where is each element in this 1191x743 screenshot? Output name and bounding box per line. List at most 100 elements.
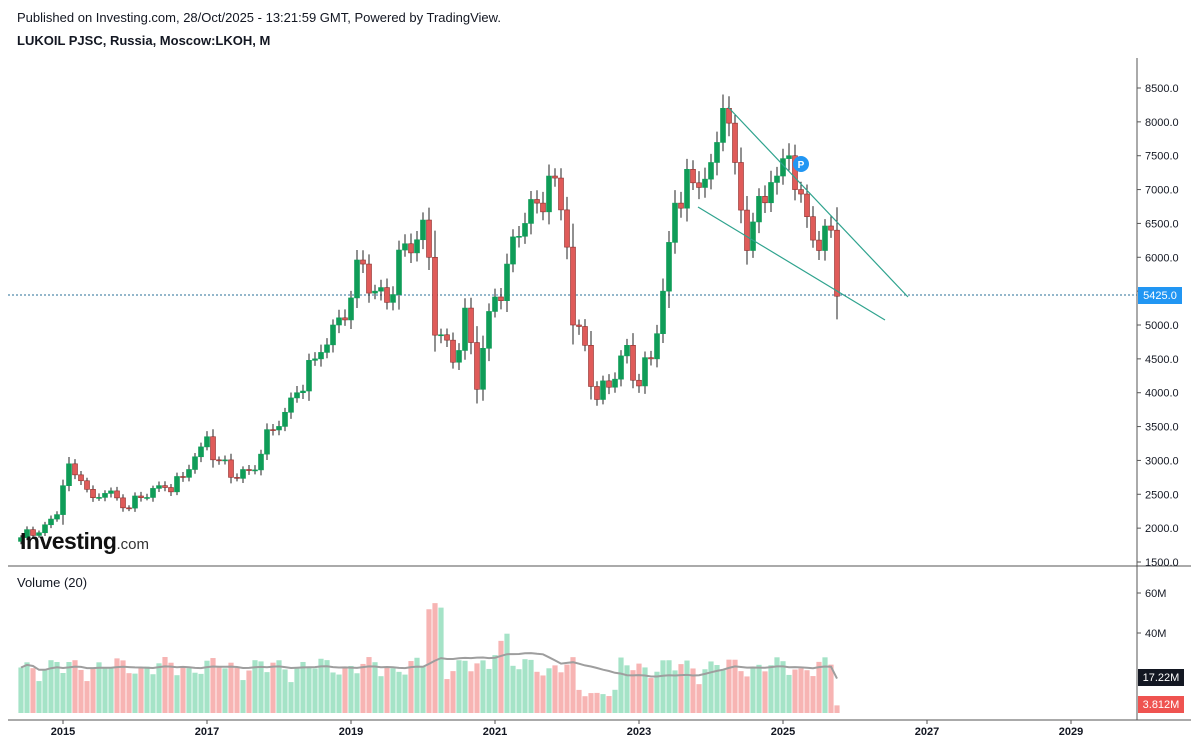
- volume-bar-down: [558, 672, 564, 713]
- candle-down: [744, 209, 750, 251]
- volume-bar-down: [444, 679, 450, 713]
- candle-up: [336, 317, 342, 326]
- volume-bar-up: [198, 673, 204, 713]
- upper-trendline[interactable]: [727, 106, 909, 298]
- volume-bar-down: [726, 659, 732, 713]
- candle-up: [348, 297, 354, 321]
- volume-bar-down: [834, 705, 840, 713]
- volume-bar-up: [672, 670, 678, 713]
- candle-up: [714, 142, 720, 163]
- candle-up: [750, 221, 756, 251]
- price-marker[interactable]: P: [793, 156, 809, 172]
- lower-trendline[interactable]: [697, 206, 886, 321]
- candle-down: [576, 324, 582, 327]
- volume-bar-down: [606, 696, 612, 713]
- candle-down: [210, 436, 216, 461]
- candle-up: [438, 334, 444, 337]
- candle-up: [96, 497, 102, 499]
- volume-bar-up: [144, 666, 150, 713]
- price-tick-label: 2500.0: [1145, 489, 1179, 501]
- volume-bar-up: [780, 661, 786, 713]
- volume-bar-down: [78, 669, 84, 713]
- candle-down: [732, 122, 738, 163]
- candle-down: [342, 317, 348, 321]
- candle-down: [540, 202, 546, 213]
- volume-bar-up: [204, 660, 210, 713]
- volume-bar-down: [732, 659, 738, 713]
- time-tick-label: 2027: [915, 726, 939, 738]
- volume-bar-up: [192, 672, 198, 713]
- volume-bar-down: [816, 661, 822, 713]
- volume-bar-down: [498, 640, 504, 713]
- price-tick-label: 8500.0: [1145, 83, 1179, 95]
- volume-bar-down: [828, 664, 834, 713]
- volume-bar-up: [462, 660, 468, 713]
- volume-ma-badge: 17.22M: [1138, 669, 1184, 686]
- time-tick-label: 2029: [1059, 726, 1083, 738]
- candle-up: [48, 518, 54, 526]
- last-volume-badge-bg: [1138, 696, 1184, 713]
- candle-down: [804, 193, 810, 217]
- candle-down: [180, 476, 186, 478]
- volume-bar-up: [222, 668, 228, 713]
- volume-bar-down: [810, 676, 816, 713]
- volume-bar-up: [750, 668, 756, 713]
- candle-up: [402, 243, 408, 251]
- candle-down: [384, 287, 390, 303]
- volume-bar-up: [522, 659, 528, 713]
- volume-bar-up: [486, 668, 492, 713]
- volume-bar-down: [534, 671, 540, 713]
- volume-bar-up: [414, 657, 420, 713]
- candle-up: [318, 352, 324, 360]
- volume-bar-down: [90, 668, 96, 713]
- candle-up: [786, 155, 792, 159]
- volume-bar-up: [186, 668, 192, 713]
- candle-up: [264, 429, 270, 455]
- candle-up: [504, 263, 510, 301]
- volume-bar-up: [294, 668, 300, 713]
- candle-up: [720, 108, 726, 143]
- volume-bar-up: [702, 669, 708, 713]
- candle-down: [450, 339, 456, 363]
- candle-down: [444, 334, 450, 341]
- volume-bar-up: [108, 667, 114, 713]
- volume-bar-down: [408, 661, 414, 713]
- candle-down: [534, 199, 540, 204]
- volume-bar-down: [762, 671, 768, 713]
- candle-up: [462, 307, 468, 351]
- volume-bar-down: [738, 671, 744, 713]
- candle-up: [756, 196, 762, 223]
- logo-suffix: .com: [116, 536, 149, 553]
- volume-bar-up: [666, 660, 672, 713]
- investing-logo: Investing.com: [20, 528, 149, 555]
- candle-up: [396, 249, 402, 295]
- volume-bar-down: [588, 693, 594, 713]
- candle-up: [42, 524, 48, 534]
- volume-bar-up: [18, 667, 24, 713]
- volume-bar-up: [318, 658, 324, 713]
- candle-up: [420, 219, 426, 241]
- price-tick-label: 6500.0: [1145, 218, 1179, 230]
- candle-up: [456, 350, 462, 363]
- volume-bar-up: [720, 670, 726, 713]
- time-tick-label: 2023: [627, 726, 651, 738]
- time-tick-label: 2017: [195, 726, 219, 738]
- volume-bar-up: [456, 660, 462, 713]
- candle-down: [84, 480, 90, 490]
- candle-down: [426, 219, 432, 258]
- volume-bar-up: [492, 655, 498, 713]
- published-info: Published on Investing.com, 28/Oct/2025 …: [17, 10, 501, 25]
- candle-down: [126, 507, 132, 510]
- volume-bar-up: [324, 660, 330, 713]
- candle-up: [390, 294, 396, 303]
- volume-bar-up: [684, 660, 690, 713]
- candle-up: [222, 459, 228, 462]
- last-volume-badge-text: 3.812M: [1143, 699, 1180, 711]
- candle-up: [618, 355, 624, 380]
- volume-bar-up: [336, 674, 342, 713]
- volume-bar-down: [126, 673, 132, 713]
- candle-up: [492, 296, 498, 312]
- candle-down: [558, 177, 564, 211]
- volume-bar-down: [216, 666, 222, 713]
